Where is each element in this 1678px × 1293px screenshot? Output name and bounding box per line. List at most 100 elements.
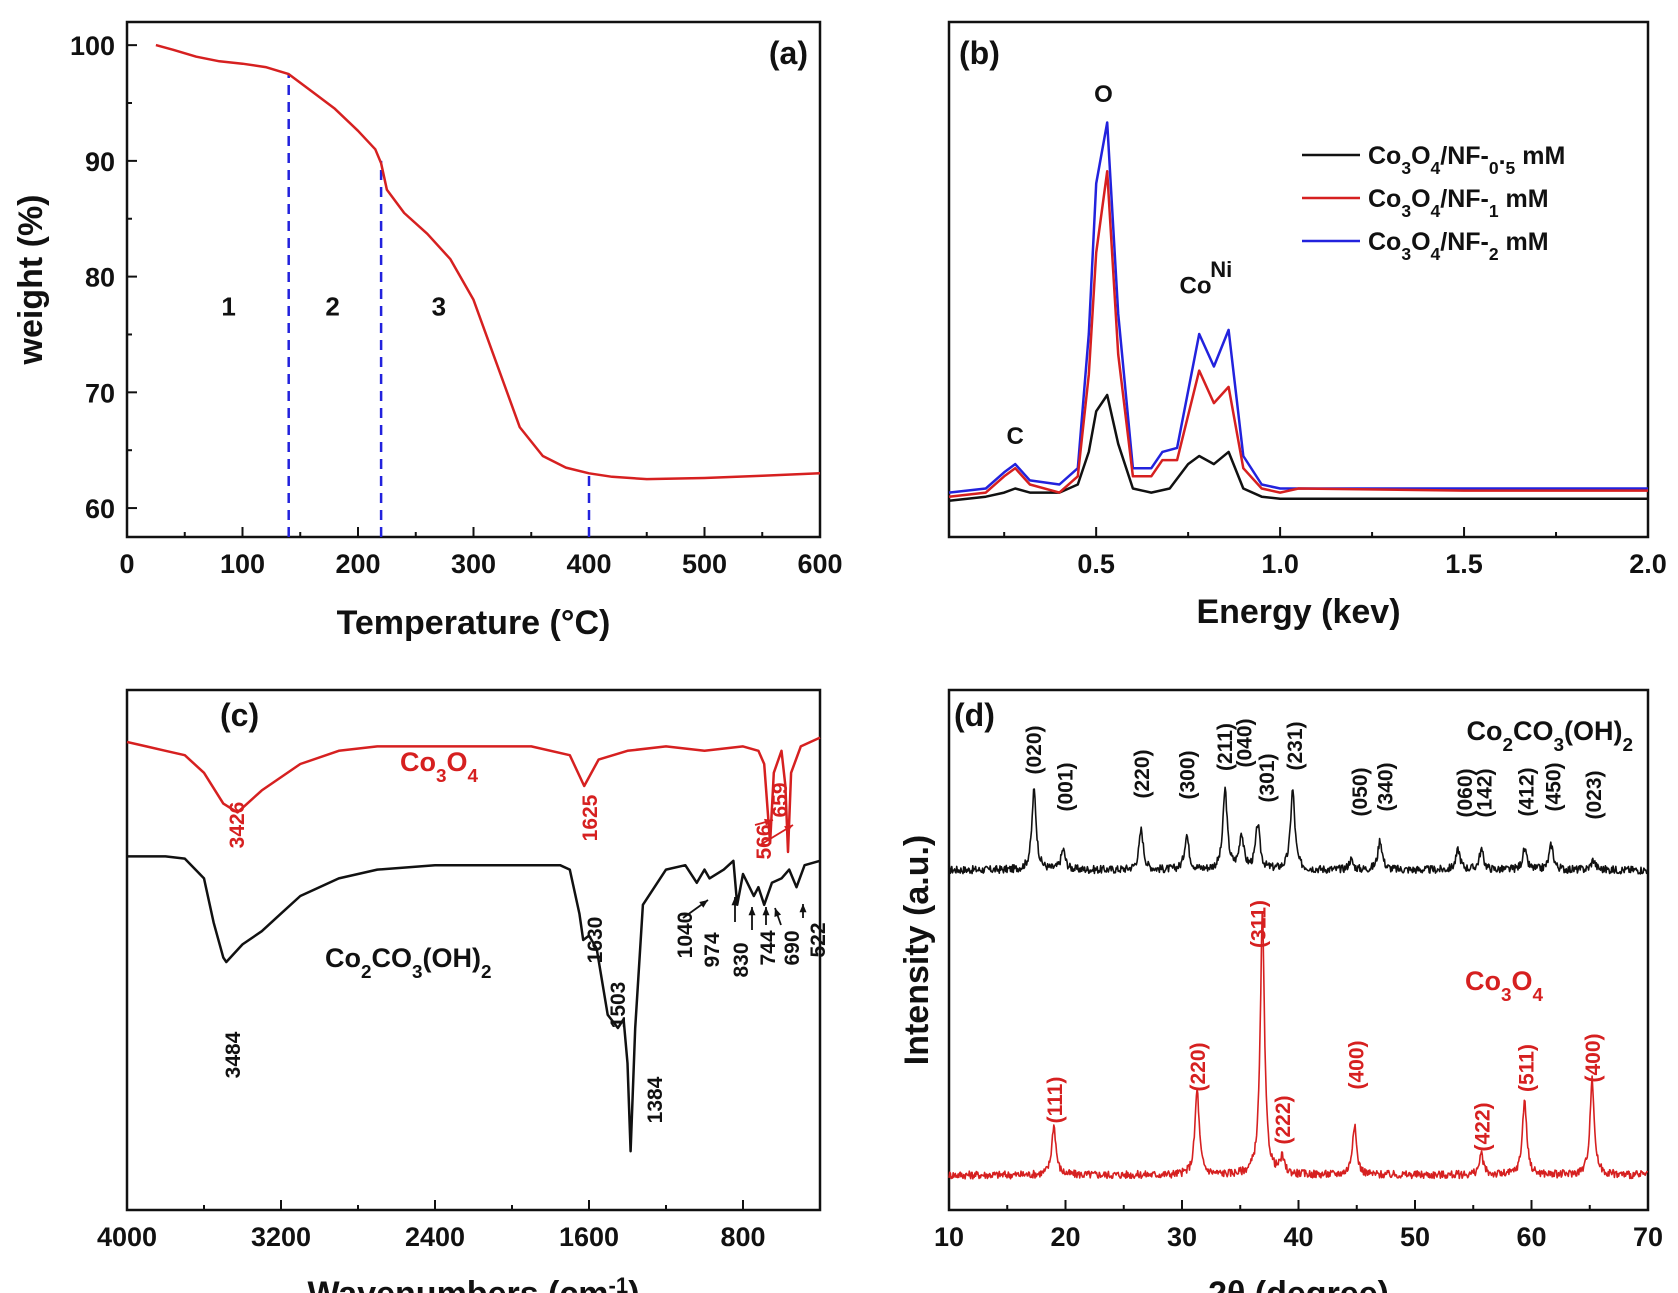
panel-d-peak-label: (050) bbox=[1349, 767, 1372, 816]
panel-b-peak-label: Co bbox=[1179, 272, 1211, 299]
panel-d-peak-label: (400) bbox=[1346, 1040, 1369, 1089]
panel-b-label: (b) bbox=[959, 35, 1000, 71]
panel-d-peak-label: (001) bbox=[1054, 762, 1077, 811]
panel-c-spectrum-line bbox=[127, 855, 821, 1153]
panel-b-x-tick-label: 1.5 bbox=[1445, 549, 1483, 579]
panel-c-peak-label: 659 bbox=[769, 782, 792, 817]
panel-a-y-tick-label: 90 bbox=[85, 147, 115, 177]
panel-c-x-tick-label: 2400 bbox=[405, 1222, 465, 1252]
panel-d-peak-label: (220) bbox=[1131, 749, 1154, 798]
panel-c-x-tick-label: 800 bbox=[720, 1222, 765, 1252]
panel-c-label: (c) bbox=[220, 697, 259, 733]
panel-c-peak-label: 1630 bbox=[584, 917, 607, 964]
panel-c-peak-label: 974 bbox=[701, 932, 724, 967]
panel-d-peak-label: (311) bbox=[1248, 900, 1271, 948]
panel-d-x-tick-label: 10 bbox=[934, 1222, 964, 1252]
panel-a-x-tick-label: 200 bbox=[335, 549, 380, 579]
panel-a-x-tick-label: 100 bbox=[220, 549, 265, 579]
panel-c-arrow-head bbox=[774, 908, 782, 917]
panel-c-peak-label: 744 bbox=[757, 930, 780, 965]
panel-c-arrow-head bbox=[764, 818, 773, 826]
panel-b-legend-label: Co3O4/NF-0.5 mM bbox=[1368, 142, 1565, 178]
panel-d-series-label: Co3O4 bbox=[1465, 966, 1544, 1006]
panel-a-label: (a) bbox=[769, 35, 808, 71]
panel-d-peak-label: (142) bbox=[1474, 768, 1497, 817]
panel-c-peak-label: 1625 bbox=[579, 794, 602, 841]
panel-d-x-tick-label: 60 bbox=[1516, 1222, 1546, 1252]
panel-a-x-tick-label: 500 bbox=[682, 549, 727, 579]
panel-b-series-line bbox=[948, 121, 1648, 494]
panel-d-peak-label: (231) bbox=[1284, 721, 1307, 770]
panel-d-peak-label: (400) bbox=[1582, 1033, 1605, 1082]
panel-d-peak-label: (023) bbox=[1583, 770, 1606, 819]
panel-c-frame bbox=[125, 688, 822, 1212]
panel-a-y-axis-title: weight (%) bbox=[12, 195, 50, 366]
panel-d-x-tick-label: 20 bbox=[1050, 1222, 1080, 1252]
panel-a-x-tick-label: 400 bbox=[566, 549, 611, 579]
panel-c-arrow-head bbox=[748, 907, 756, 916]
panel-c-x-tick-label: 1600 bbox=[559, 1222, 619, 1252]
panel-c-peak-label: 1503 bbox=[607, 982, 630, 1029]
panel-d-peak-label: (020) bbox=[1023, 725, 1046, 774]
panel-a-x-axis-title: Temperature (°C) bbox=[337, 604, 611, 642]
panel-d-x-tick-label: 70 bbox=[1633, 1222, 1663, 1252]
panel-c-x-tick-label: 4000 bbox=[97, 1222, 157, 1252]
panel-a-y-tick-label: 100 bbox=[70, 31, 115, 61]
panel-d-peak-label: (211) bbox=[1214, 723, 1237, 771]
panel-b-x-tick-label: 0.5 bbox=[1077, 549, 1115, 579]
panel-c-series-label: Co3O4 bbox=[400, 747, 479, 787]
panel-d-peak-label: (450) bbox=[1542, 762, 1565, 811]
panel-d-peak-label: (220) bbox=[1187, 1042, 1210, 1091]
panel-d-peak-label: (222) bbox=[1272, 1095, 1295, 1144]
panel-b-x-tick-label: 2.0 bbox=[1629, 549, 1667, 579]
panel-d-x-tick-label: 40 bbox=[1283, 1222, 1313, 1252]
panel-b-frame bbox=[947, 20, 1650, 539]
panel-d-peak-label: (111) bbox=[1044, 1077, 1067, 1124]
panel-a-x-tick-label: 600 bbox=[797, 549, 842, 579]
panel-b-x-tick-label: 1.0 bbox=[1261, 549, 1299, 579]
panel-b-peak-label: Ni bbox=[1210, 257, 1232, 282]
panel-b-legend-label: Co3O4/NF-1 mM bbox=[1368, 185, 1549, 221]
panel-c-peak-label: 1040 bbox=[674, 912, 697, 959]
panel-c-arrow-head bbox=[699, 900, 708, 908]
panel-c-x-tick-label: 3200 bbox=[251, 1222, 311, 1252]
panel-d-peak-label: (412) bbox=[1516, 767, 1539, 816]
panel-a-weight-curve bbox=[155, 43, 821, 481]
panel-d-peak-label: (060) bbox=[1454, 768, 1477, 817]
panel-d-peak-label: (422) bbox=[1471, 1102, 1494, 1151]
panel-b-peak-label: O bbox=[1094, 81, 1113, 108]
panel-b-peak-label: C bbox=[1007, 423, 1024, 450]
panel-d-pattern-line bbox=[948, 913, 1649, 1180]
panel-d-peak-label: (040) bbox=[1234, 718, 1257, 767]
panel-c-peak-label: 1384 bbox=[644, 1076, 667, 1123]
panel-c-peak-label: 522 bbox=[807, 922, 830, 957]
panel-a-y-tick-label: 70 bbox=[85, 378, 115, 408]
panel-c-peak-label: 3484 bbox=[222, 1031, 245, 1078]
panel-d-x-axis-title: 2θ (degree) bbox=[1208, 1275, 1389, 1293]
panel-a-y-tick-label: 80 bbox=[85, 263, 115, 293]
panel-a-x-tick-label: 0 bbox=[119, 549, 134, 579]
panel-b-series-line bbox=[948, 393, 1648, 502]
panel-a-y-tick-label: 60 bbox=[85, 494, 115, 524]
panel-d-label: (d) bbox=[954, 697, 995, 733]
panel-b-x-axis-title: Energy (kev) bbox=[1196, 593, 1400, 631]
panel-c-spectrum-line bbox=[126, 736, 821, 854]
panel-c-peak-label: 3426 bbox=[226, 802, 249, 849]
panel-b-legend-label: Co3O4/NF-2 mM bbox=[1368, 228, 1549, 264]
panel-a-region-label: 2 bbox=[325, 292, 339, 322]
panel-c-arrow-head bbox=[731, 897, 739, 906]
panel-c-arrow-head bbox=[762, 907, 770, 916]
panel-c-arrow-head bbox=[784, 825, 793, 833]
panel-d-series-label: Co2CO3(OH)2 bbox=[1466, 716, 1633, 756]
panel-d-peak-label: (340) bbox=[1375, 762, 1398, 811]
panel-c-peak-label: 690 bbox=[781, 930, 804, 965]
panel-d-x-tick-label: 50 bbox=[1400, 1222, 1430, 1252]
panel-a-frame bbox=[125, 20, 822, 539]
panel-d-peak-label: (300) bbox=[1177, 750, 1200, 799]
panel-b-series-line bbox=[948, 170, 1648, 498]
panel-d-peak-label: (511) bbox=[1516, 1044, 1539, 1092]
panel-d-peak-label: (301) bbox=[1256, 753, 1279, 802]
panel-c-series-label: Co2CO3(OH)2 bbox=[325, 943, 492, 983]
panel-d-y-axis-title: Intensity (a.u.) bbox=[898, 835, 936, 1065]
